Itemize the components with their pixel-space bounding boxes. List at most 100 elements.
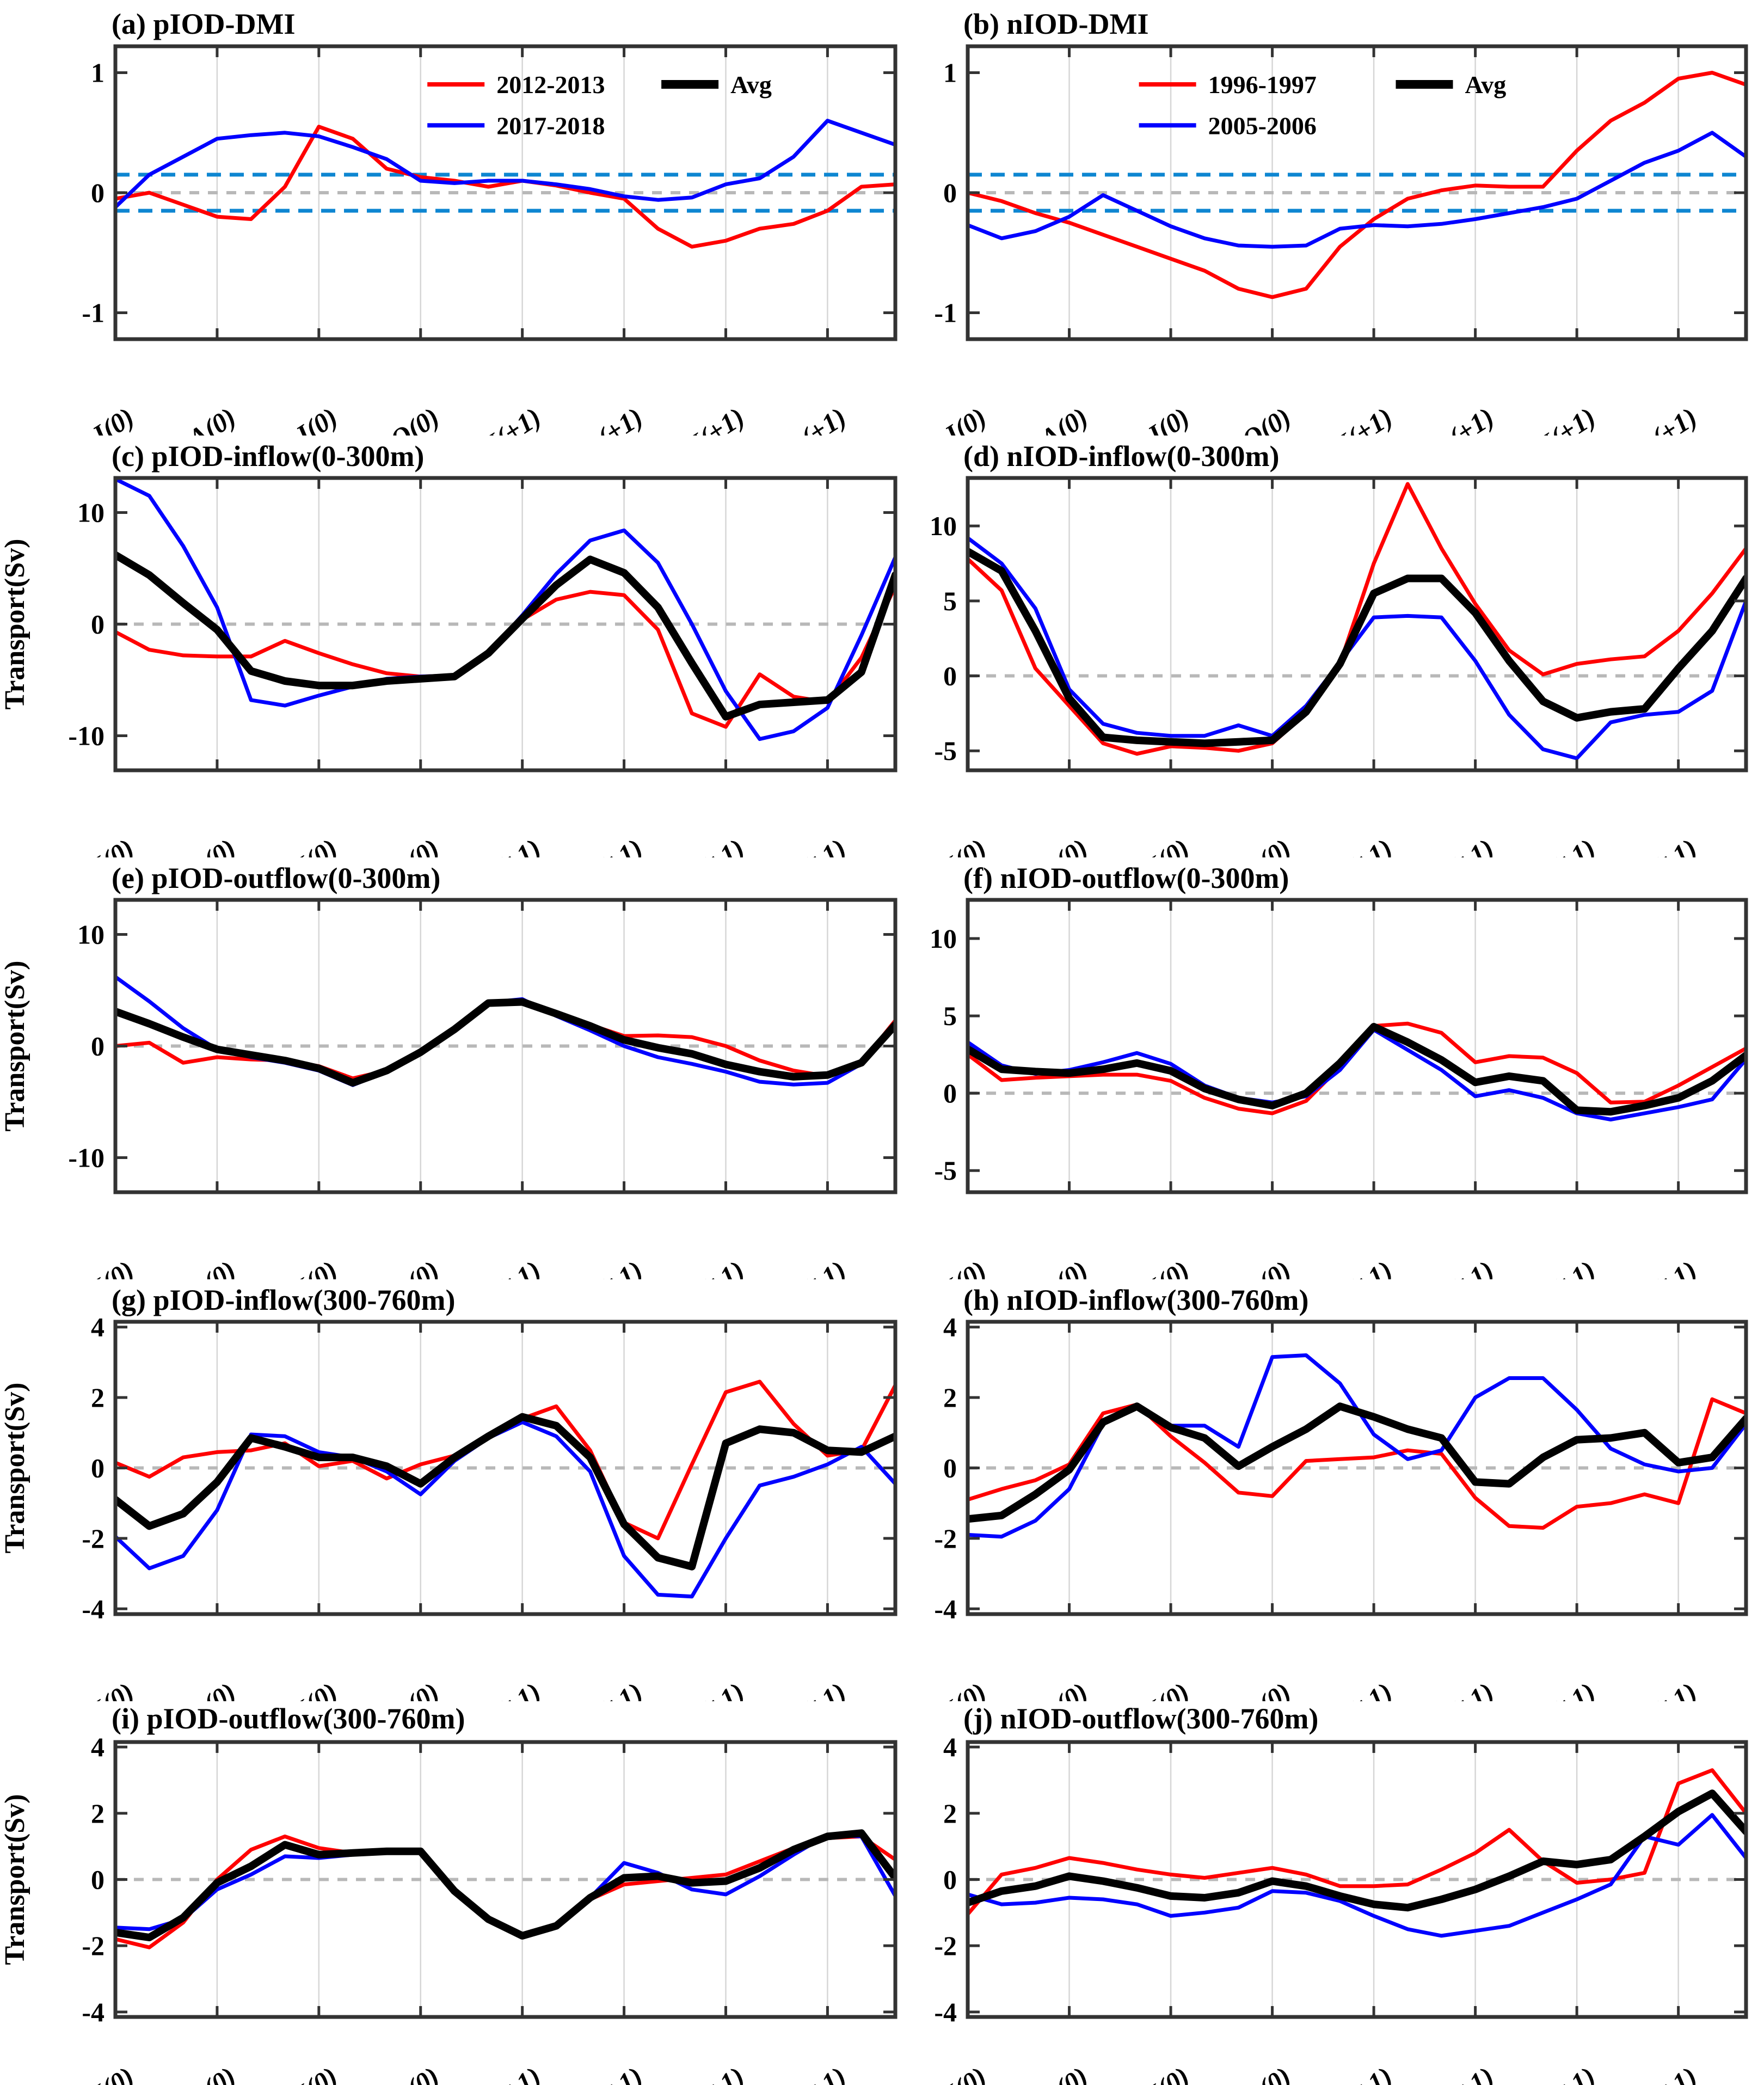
y-tick-label: -5 xyxy=(934,1155,957,1186)
y-tick-label: -4 xyxy=(934,1997,957,2027)
y-tick-label: 0 xyxy=(943,1865,957,1895)
y-tick-label: 0 xyxy=(943,1453,957,1483)
series-line-2005-2006 xyxy=(968,536,1746,761)
legend-label: 2005-2006 xyxy=(1208,112,1317,139)
x-tick-label: A(+1) xyxy=(1427,2061,1499,2085)
legend-label: Avg xyxy=(1465,71,1507,99)
x-tick-label: A(0) xyxy=(181,2061,241,2085)
x-tick-label: J(+1) xyxy=(681,2061,749,2085)
y-tick-label: 4 xyxy=(943,1312,957,1342)
panel-title: (b) nIOD-DMI xyxy=(963,8,1149,40)
x-tick-label: J(0) xyxy=(1140,2061,1195,2085)
series-line-avg xyxy=(968,1402,1746,1523)
panel-title: (f) nIOD-outflow(0-300m) xyxy=(963,862,1289,894)
series-line-1996-1997 xyxy=(968,1768,1746,1916)
panel-title: (j) nIOD-outflow(300-760m) xyxy=(963,1702,1318,1735)
x-tick-label: J(0) xyxy=(937,2061,992,2085)
legend-label: 2017-2018 xyxy=(496,112,605,139)
series-line-avg xyxy=(115,1829,895,1941)
y-axis-label: Transport(Sv) xyxy=(0,1383,30,1554)
series-line-avg xyxy=(115,998,895,1087)
panel-title: (d) nIOD-inflow(0-300m) xyxy=(963,440,1279,473)
y-tick-label: 10 xyxy=(77,919,105,950)
x-tick-label: J(0) xyxy=(84,2061,139,2085)
y-tick-label: 0 xyxy=(943,1078,957,1108)
y-tick-label: 4 xyxy=(91,1732,105,1762)
panel-f: 1050-5J(0)A(0)J(0)O(0)J(+1)A(+1)J(+1)O(+… xyxy=(930,862,1748,1279)
series-line-2005-2006 xyxy=(968,1813,1746,1938)
series-line-2017-2018 xyxy=(115,974,895,1087)
y-tick-label: 4 xyxy=(943,1732,957,1762)
legend-label: 1996-1997 xyxy=(1208,71,1317,99)
y-tick-label: 2 xyxy=(91,1382,105,1413)
panel-title: (c) pIOD-inflow(0-300m) xyxy=(112,440,424,473)
x-tick-label: A(0) xyxy=(1034,2061,1093,2085)
y-tick-label: 10 xyxy=(930,511,957,541)
y-tick-label: -4 xyxy=(934,1593,957,1624)
y-tick-label: -2 xyxy=(82,1523,105,1554)
y-tick-label: -4 xyxy=(82,1593,105,1624)
y-tick-label: 2 xyxy=(943,1382,957,1413)
panel-title: (g) pIOD-inflow(300-760m) xyxy=(112,1284,455,1316)
panel-h: 420-2-4J(0)A(0)J(0)O(0)J(+1)A(+1)J(+1)O(… xyxy=(934,1284,1748,1701)
y-axis-label: Transport(Sv) xyxy=(0,539,30,710)
y-tick-label: 2 xyxy=(91,1798,105,1829)
panel-j: 4 2 0 -2 -4 J(0) A(0) J(0) O(0) J(+1) A(+1) J(+1) O(… xyxy=(934,1702,1748,2085)
x-tick-label: J(0) xyxy=(288,2061,343,2085)
legend-label: 2012-2013 xyxy=(496,71,605,99)
series-line-2012-2013 xyxy=(115,1000,895,1081)
y-tick-label: 4 xyxy=(91,1312,105,1342)
series-line-2012-2013 xyxy=(115,125,895,249)
panel-e: 100-10J(0)A(0)J(0)O(0)J(+1)A(+1)J(+1)O(+… xyxy=(0,862,898,1279)
y-tick-label: 10 xyxy=(930,923,957,954)
series-line-2017-2018 xyxy=(115,1832,895,1938)
y-tick-label: 1 xyxy=(91,58,105,88)
panel-b: 10-1J(0) A(0) J(0) O(0) J(+1) A(+1) J(+1) O(+1)… xyxy=(934,8,1748,436)
y-tick-label: 0 xyxy=(91,1453,105,1483)
series-line-2005-2006 xyxy=(968,131,1746,249)
series-line-1996-1997 xyxy=(968,71,1746,299)
y-axis-label: Transport(Sv) xyxy=(0,961,30,1132)
y-tick-label: 10 xyxy=(77,498,105,528)
y-tick-label: -2 xyxy=(934,1523,957,1554)
series-line-avg xyxy=(968,547,1746,747)
y-tick-label: 0 xyxy=(91,609,105,640)
y-tick-label: 0 xyxy=(91,1031,105,1062)
x-tick-label: J(+1) xyxy=(1533,2061,1601,2085)
panel-c: 100-10J(0)A(0)J(0)O(0)J(+1)A(+1)J(+1)O(+… xyxy=(0,440,898,857)
series-line-avg xyxy=(115,1413,895,1571)
series-line-2017-2018 xyxy=(115,1420,895,1599)
y-tick-label: -2 xyxy=(934,1930,957,1961)
y-tick-label: -4 xyxy=(82,1997,105,2027)
panel-d: 1050-5J(0)A(0)J(0)O(0)J(+1)A(+1)J(+1)O(+… xyxy=(930,440,1748,857)
panel-title: (e) pIOD-outflow(0-300m) xyxy=(112,862,440,894)
x-tick-label: A(+1) xyxy=(575,2061,648,2085)
y-tick-label: 5 xyxy=(943,1001,957,1031)
y-tick-label: 2 xyxy=(943,1798,957,1829)
x-tick-label: J(+1) xyxy=(478,2061,546,2085)
x-tick-label: J(+1) xyxy=(1330,2061,1398,2085)
x-tick-label: O(0) xyxy=(385,2061,445,2085)
plot-frame xyxy=(966,898,1748,1194)
panel-i: 420-2-4J(0)A(0)J(0)O(0)J(+1)A(+1)J(+1)O(… xyxy=(0,1702,898,2085)
panel-title: (h) nIOD-inflow(300-760m) xyxy=(963,1284,1308,1316)
y-tick-label: -2 xyxy=(82,1930,105,1961)
panel-title: (a) pIOD-DMI xyxy=(112,8,295,40)
legend-label: Avg xyxy=(730,71,772,99)
series-line-avg xyxy=(115,551,895,721)
y-tick-label: -10 xyxy=(68,720,105,751)
series-line-avg xyxy=(968,1789,1746,1912)
y-tick-label: 1 xyxy=(943,58,957,88)
panel-a: 10-1J(0) A(0) J(0) O(0) J(+1) A(+1) J(+1) O(+1)… xyxy=(82,8,898,436)
panel-title: (i) pIOD-outflow(300-760m) xyxy=(112,1702,465,1735)
series-line-1996-1997 xyxy=(968,482,1746,756)
y-tick-label: -10 xyxy=(68,1142,105,1173)
y-tick-label: -5 xyxy=(934,735,957,766)
series-line-2017-2018 xyxy=(115,119,895,209)
x-tick-label: O(+1) xyxy=(1630,2061,1702,2085)
y-tick-label: 5 xyxy=(943,586,957,616)
y-tick-label: 0 xyxy=(943,177,957,208)
panel-g: 420-2-4J(0)A(0)J(0)O(0)J(+1)A(+1)J(+1)O(… xyxy=(0,1284,898,1701)
series-line-1996-1997 xyxy=(968,1397,1746,1530)
